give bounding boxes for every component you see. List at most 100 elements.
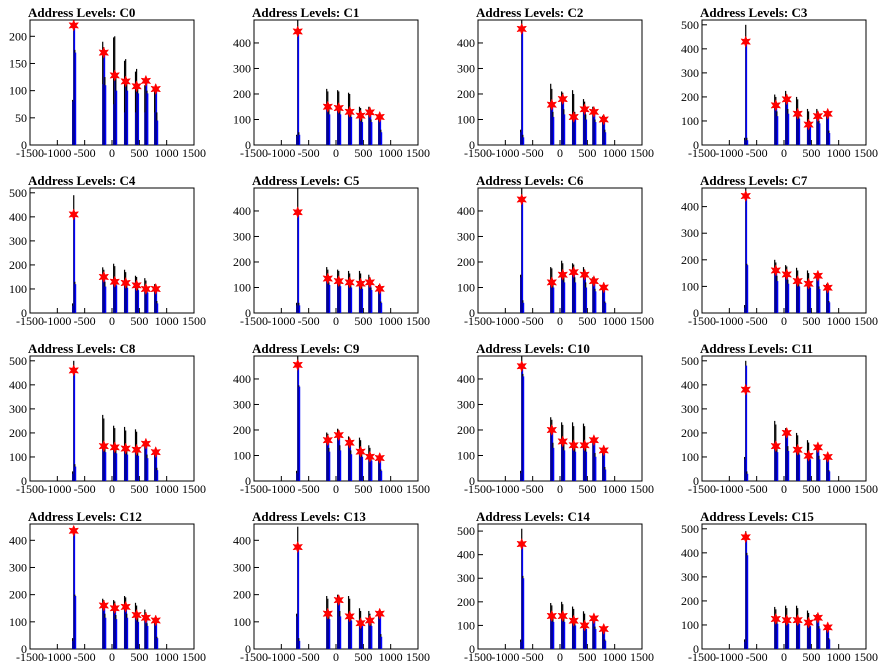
y-tick-label: 500 — [681, 18, 699, 32]
x-tick-label: 1000 — [379, 146, 403, 160]
peak-marker — [150, 445, 162, 459]
x-tick-label: -1500 — [16, 650, 44, 664]
x-tick-label: 1000 — [155, 146, 179, 160]
histogram-panel: Address Levels: C14 0 100 200 300 400 500 -1500… — [457, 509, 654, 664]
peak-marker — [131, 443, 142, 456]
plot-frame — [477, 523, 643, 650]
x-tick-label: 1500 — [406, 650, 430, 664]
peak-marker — [333, 101, 345, 115]
x-tick-label: 0 — [109, 146, 115, 160]
y-tick-label: 300 — [457, 61, 475, 75]
plot-frame — [701, 19, 867, 146]
x-tick-label: 500 — [578, 650, 596, 664]
y-tick-label: 200 — [233, 423, 251, 437]
plot-frame — [701, 187, 867, 314]
x-tick-label: -1000 — [43, 146, 71, 160]
x-tick-label: -1500 — [688, 650, 716, 664]
x-tick-label: 500 — [578, 482, 596, 496]
y-tick-label: 400 — [9, 378, 27, 392]
peak-marker — [374, 451, 386, 465]
peak-marker — [364, 106, 376, 119]
peak-marker — [812, 611, 824, 624]
peak-marker — [374, 607, 386, 620]
peak-marker — [109, 441, 121, 454]
x-tick-label: -500 — [522, 314, 544, 328]
x-tick-label: 0 — [109, 650, 115, 664]
y-tick-label: 100 — [681, 618, 699, 632]
peak-marker — [812, 441, 824, 454]
peak-marker — [588, 274, 600, 288]
x-tick-label: -1000 — [43, 482, 71, 496]
y-tick-label: 50 — [15, 111, 27, 125]
peak-marker — [579, 268, 590, 281]
y-tick-label: 100 — [681, 450, 699, 464]
peak-marker — [516, 22, 528, 36]
peak-marker — [120, 75, 132, 88]
y-tick-label: 0 — [21, 642, 27, 656]
y-tick-label: 100 — [457, 618, 475, 632]
y-tick-label: 100 — [681, 279, 699, 293]
x-tick-label: 1500 — [182, 650, 206, 664]
x-tick-label: -500 — [522, 146, 544, 160]
y-tick-label: 0 — [245, 306, 251, 320]
plot-frame — [253, 355, 419, 482]
x-tick-label: 1500 — [854, 146, 878, 160]
y-tick-label: 200 — [9, 426, 27, 440]
y-tick-label: 0 — [693, 306, 699, 320]
histogram-panel: Address Levels: C9 0 100 200 300 400 -1500 -100… — [233, 341, 430, 496]
x-tick-label: 0 — [333, 650, 339, 664]
y-tick-label: 400 — [681, 200, 699, 214]
x-tick-label: -1500 — [464, 314, 492, 328]
peak-marker — [364, 276, 376, 289]
peak-marker — [557, 268, 569, 281]
x-tick-label: 1500 — [406, 314, 430, 328]
peak-marker — [792, 274, 804, 288]
peak-marker — [120, 442, 132, 455]
panel-title: Address Levels: C4 — [28, 173, 136, 188]
peak-marker — [568, 110, 580, 124]
peak-marker — [98, 439, 110, 453]
x-tick-label: 500 — [354, 146, 372, 160]
peak-marker — [546, 423, 558, 437]
histogram-panel: Address Levels: C5 0 100 200 300 400 -1500 -100… — [233, 173, 430, 328]
peak-marker — [150, 82, 162, 96]
peak-marker — [374, 110, 386, 124]
peak-marker — [579, 619, 590, 632]
x-tick-label: 0 — [109, 314, 115, 328]
histogram-panel: Address Levels: C0 0 50 100 150 200 -1500 -1000… — [9, 5, 206, 160]
y-tick-label: 400 — [457, 372, 475, 386]
x-tick-label: 1500 — [630, 146, 654, 160]
x-tick-label: 500 — [130, 482, 148, 496]
peak-marker — [546, 276, 558, 289]
y-tick-label: 0 — [693, 474, 699, 488]
x-tick-label: -500 — [74, 314, 96, 328]
histogram-panel: Address Levels: C30100200300400500-1500-… — [681, 5, 878, 160]
peak-marker — [322, 272, 334, 285]
peak-marker — [364, 450, 376, 463]
x-tick-label: -1500 — [16, 482, 44, 496]
histogram-panel: Address Levels: C80100200300400500-1500-… — [9, 341, 206, 496]
peak-marker — [822, 281, 834, 294]
x-tick-label: -1500 — [464, 650, 492, 664]
peak-marker — [292, 358, 304, 372]
peak-marker — [322, 434, 334, 447]
histogram-panel: Address Levels: C13 0 100 200 300 400 -1500 -10… — [233, 509, 430, 664]
x-tick-label: 500 — [578, 146, 596, 160]
histogram-panel: Address Levels: C40100200300400500-1500-… — [9, 173, 206, 328]
x-tick-label: -1000 — [267, 650, 295, 664]
histogram-panel: Address Levels: C12 0 100 200 300 400 -1500 -10… — [9, 509, 206, 664]
peak-marker — [109, 69, 121, 82]
peak-marker — [333, 428, 345, 442]
peak-marker — [364, 614, 376, 627]
peak-marker — [140, 611, 152, 624]
panel-title: Address Levels: C13 — [252, 509, 366, 524]
y-tick-label: 200 — [681, 253, 699, 267]
x-tick-label: 500 — [130, 146, 148, 160]
peak-marker — [803, 449, 814, 462]
x-tick-label: -500 — [746, 314, 768, 328]
x-tick-label: 0 — [333, 482, 339, 496]
y-tick-label: 500 — [457, 524, 475, 538]
histogram-panel: Address Levels: C2 0 100 200 300 400 -1500 -100… — [457, 5, 654, 160]
y-tick-label: 300 — [233, 61, 251, 75]
y-tick-label: 300 — [9, 402, 27, 416]
